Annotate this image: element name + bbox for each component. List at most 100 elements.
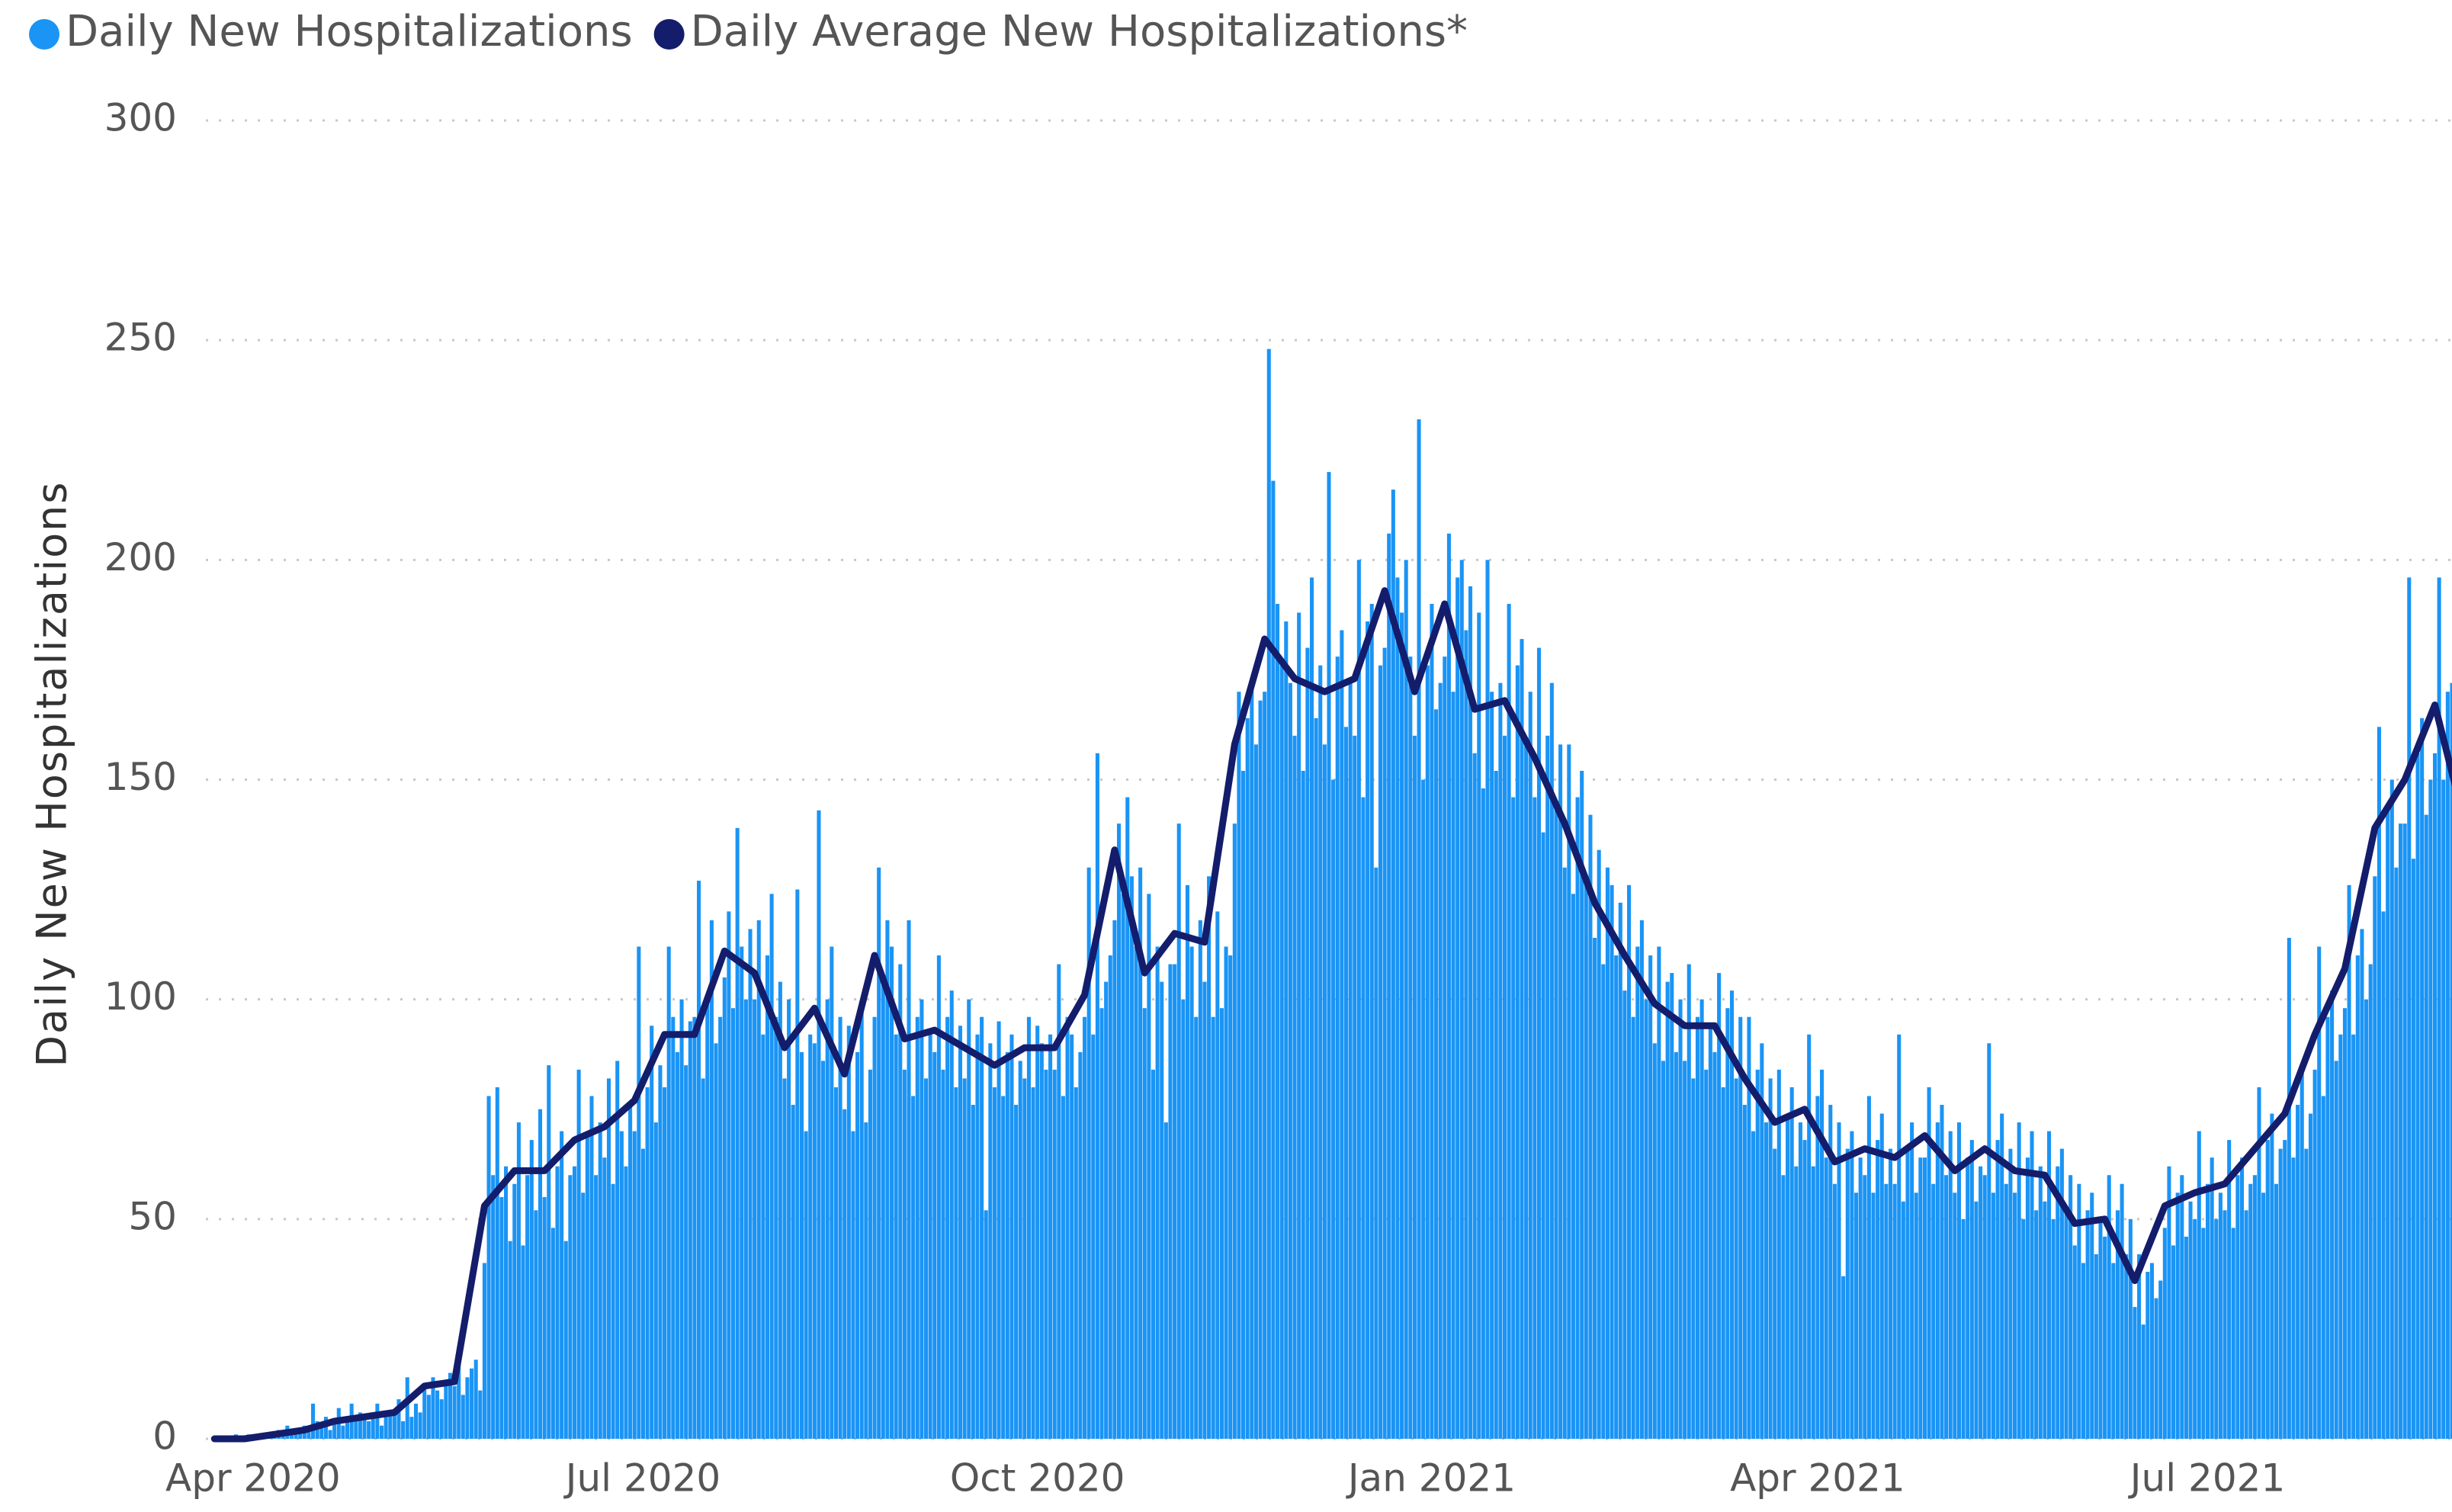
bar — [1588, 814, 1593, 1439]
bar — [1755, 1069, 1760, 1439]
bar — [388, 1412, 393, 1439]
bar — [1969, 1140, 1974, 1439]
bar — [294, 1434, 298, 1439]
bar — [984, 1210, 988, 1439]
bar — [2265, 1140, 2270, 1439]
bar — [1125, 797, 1130, 1439]
bar — [1378, 665, 1382, 1439]
bar — [1395, 577, 1400, 1439]
bar — [1674, 1051, 1678, 1439]
bar — [1468, 586, 1473, 1439]
bar — [1005, 1051, 1009, 1439]
bar — [1571, 894, 1575, 1439]
bar — [1502, 735, 1507, 1439]
bar — [1039, 1043, 1044, 1439]
bar — [1477, 612, 1481, 1439]
bar — [928, 1034, 932, 1439]
bar — [1879, 1113, 1884, 1439]
bar — [1142, 1008, 1147, 1439]
bar — [2235, 1175, 2240, 1439]
bar — [2197, 1131, 2201, 1439]
bar — [1524, 744, 1529, 1439]
bar — [753, 999, 757, 1439]
bar — [817, 810, 821, 1439]
bar — [1605, 867, 1610, 1439]
bar — [1048, 1034, 1053, 1439]
bar — [1768, 1078, 1773, 1439]
bar — [684, 1065, 688, 1439]
bar — [525, 1175, 530, 1439]
bar — [902, 1069, 907, 1439]
bar — [1593, 937, 1597, 1439]
bar — [1811, 1166, 1815, 1439]
bar — [2098, 1218, 2103, 1439]
bar — [1631, 1016, 1635, 1439]
bar — [2030, 1131, 2034, 1439]
bar — [2180, 1175, 2184, 1439]
bar — [1224, 946, 1228, 1439]
bar — [1151, 1069, 1156, 1439]
bar — [379, 1425, 384, 1439]
bar — [830, 946, 834, 1439]
bar — [1018, 1061, 1022, 1439]
bar — [1382, 647, 1387, 1439]
bar — [589, 1096, 594, 1439]
bar — [1232, 823, 1237, 1439]
bar — [1356, 560, 1361, 1440]
bar — [2334, 1061, 2338, 1439]
bar — [795, 889, 800, 1439]
x-tick-label: Jan 2021 — [1346, 1456, 1516, 1501]
bar — [718, 1016, 723, 1439]
bar — [2283, 1140, 2287, 1439]
bar — [431, 1377, 435, 1439]
bar — [1515, 665, 1520, 1439]
bar — [1322, 744, 1327, 1439]
bar — [962, 1078, 967, 1439]
bar — [499, 1197, 504, 1439]
bar — [547, 1065, 551, 1439]
bar — [2038, 1166, 2043, 1439]
bar — [1691, 1078, 1696, 1439]
bar — [2424, 814, 2428, 1439]
legend-marker — [653, 19, 685, 50]
bar — [495, 1087, 499, 1439]
bar — [2094, 1254, 2098, 1439]
bar — [1776, 1069, 1781, 1439]
bar — [663, 1087, 667, 1439]
bar — [2214, 1218, 2219, 1439]
bar — [367, 1421, 371, 1439]
bar — [1014, 1104, 1019, 1439]
bar — [894, 1034, 898, 1439]
bar — [1644, 999, 1648, 1439]
bar — [1061, 1096, 1065, 1439]
bar — [2056, 1166, 2060, 1439]
bar — [1897, 1034, 1902, 1439]
bar — [1155, 946, 1160, 1439]
bar — [306, 1430, 311, 1439]
bar — [1858, 1157, 1863, 1439]
bar — [650, 1026, 654, 1439]
bar — [2321, 1096, 2325, 1439]
bar — [1863, 1175, 1867, 1439]
bar — [1773, 1148, 1777, 1439]
bar — [1532, 797, 1537, 1439]
bar — [1648, 955, 1653, 1439]
bar — [1083, 1016, 1087, 1439]
bar — [2296, 1104, 2300, 1439]
bar — [1545, 735, 1550, 1439]
bar — [2261, 1193, 2266, 1439]
bar — [735, 827, 740, 1439]
bar — [971, 1104, 975, 1439]
bar — [2103, 1236, 2107, 1439]
bar — [1802, 1140, 1807, 1439]
bar — [799, 1051, 804, 1439]
bar — [1721, 1087, 1725, 1439]
bar — [1207, 876, 1212, 1439]
x-tick-label: Apr 2020 — [165, 1456, 341, 1501]
bar — [1314, 717, 1318, 1439]
bar — [1738, 1016, 1743, 1439]
bar — [1824, 1157, 1828, 1439]
bar — [658, 1065, 663, 1439]
bar — [315, 1421, 319, 1439]
